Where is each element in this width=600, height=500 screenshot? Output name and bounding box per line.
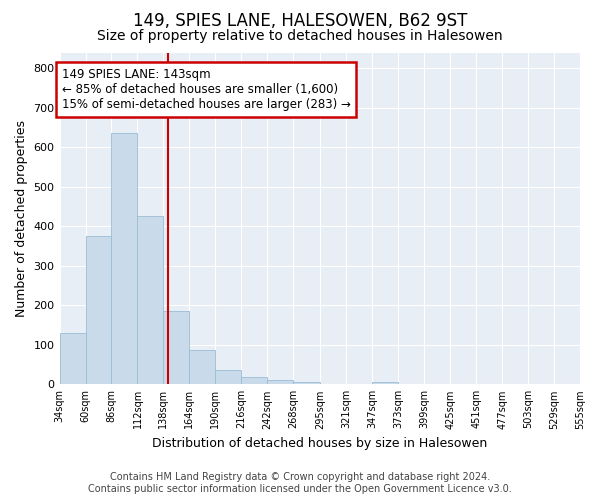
- Y-axis label: Number of detached properties: Number of detached properties: [15, 120, 28, 317]
- Bar: [190, 350, 215, 384]
- Bar: [241, 377, 268, 384]
- Text: 149 SPIES LANE: 143sqm
← 85% of detached houses are smaller (1,600)
15% of semi-: 149 SPIES LANE: 143sqm ← 85% of detached…: [62, 68, 350, 112]
- Bar: [137, 216, 163, 384]
- Bar: [59, 333, 86, 384]
- Bar: [372, 382, 398, 384]
- Text: Contains HM Land Registry data © Crown copyright and database right 2024.
Contai: Contains HM Land Registry data © Crown c…: [88, 472, 512, 494]
- X-axis label: Distribution of detached houses by size in Halesowen: Distribution of detached houses by size …: [152, 437, 487, 450]
- Bar: [293, 382, 320, 384]
- Bar: [163, 311, 190, 384]
- Bar: [86, 236, 112, 384]
- Bar: [268, 380, 293, 384]
- Bar: [215, 370, 241, 384]
- Text: Size of property relative to detached houses in Halesowen: Size of property relative to detached ho…: [97, 29, 503, 43]
- Text: 149, SPIES LANE, HALESOWEN, B62 9ST: 149, SPIES LANE, HALESOWEN, B62 9ST: [133, 12, 467, 30]
- Bar: [112, 134, 137, 384]
